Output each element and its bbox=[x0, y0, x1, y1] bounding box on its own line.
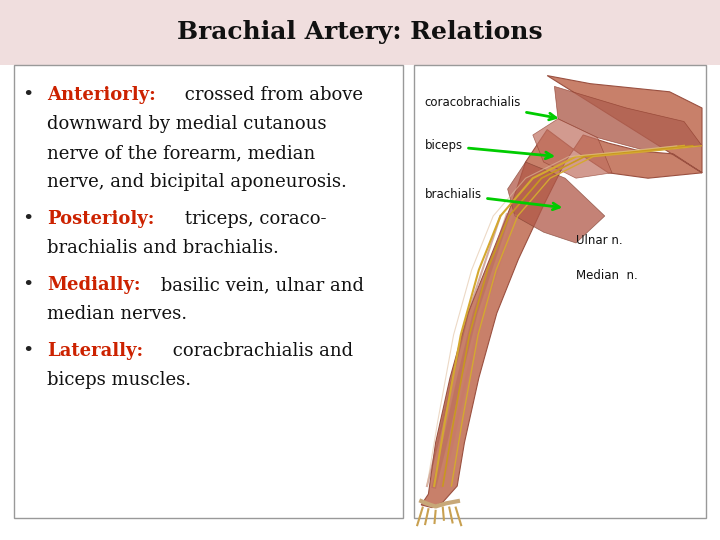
Text: •: • bbox=[22, 86, 33, 104]
FancyBboxPatch shape bbox=[0, 0, 720, 65]
Polygon shape bbox=[421, 76, 702, 508]
Text: coracobrachialis: coracobrachialis bbox=[425, 96, 556, 120]
Text: •: • bbox=[22, 342, 33, 360]
Text: Ulnar n.: Ulnar n. bbox=[576, 234, 623, 247]
Text: triceps, coraco-: triceps, coraco- bbox=[179, 210, 327, 228]
Text: brachialis and brachialis.: brachialis and brachialis. bbox=[47, 239, 279, 257]
Text: Anteriorly:: Anteriorly: bbox=[47, 86, 156, 104]
Text: brachialis: brachialis bbox=[425, 188, 559, 210]
Text: •: • bbox=[22, 210, 33, 228]
Text: Laterally:: Laterally: bbox=[47, 342, 143, 360]
FancyBboxPatch shape bbox=[414, 65, 706, 518]
Text: median nerves.: median nerves. bbox=[47, 305, 187, 323]
Text: biceps: biceps bbox=[425, 139, 552, 159]
Text: Medially:: Medially: bbox=[47, 276, 140, 294]
Text: Brachial Artery: Relations: Brachial Artery: Relations bbox=[177, 21, 543, 44]
Polygon shape bbox=[554, 86, 702, 151]
Text: •: • bbox=[22, 276, 33, 294]
Text: nerve of the forearm, median: nerve of the forearm, median bbox=[47, 144, 315, 162]
Text: downward by medial cutanous: downward by medial cutanous bbox=[47, 115, 326, 133]
Text: Posterioly:: Posterioly: bbox=[47, 210, 154, 228]
Text: crossed from above: crossed from above bbox=[179, 86, 363, 104]
Text: coracbrachialis and: coracbrachialis and bbox=[167, 342, 354, 360]
Text: basilic vein, ulnar and: basilic vein, ulnar and bbox=[155, 276, 364, 294]
Polygon shape bbox=[533, 119, 612, 178]
Text: nerve, and bicipital aponeurosis.: nerve, and bicipital aponeurosis. bbox=[47, 173, 346, 191]
Text: biceps muscles.: biceps muscles. bbox=[47, 370, 191, 389]
FancyBboxPatch shape bbox=[14, 65, 403, 518]
Text: Median  n.: Median n. bbox=[576, 269, 638, 282]
Polygon shape bbox=[508, 162, 605, 243]
